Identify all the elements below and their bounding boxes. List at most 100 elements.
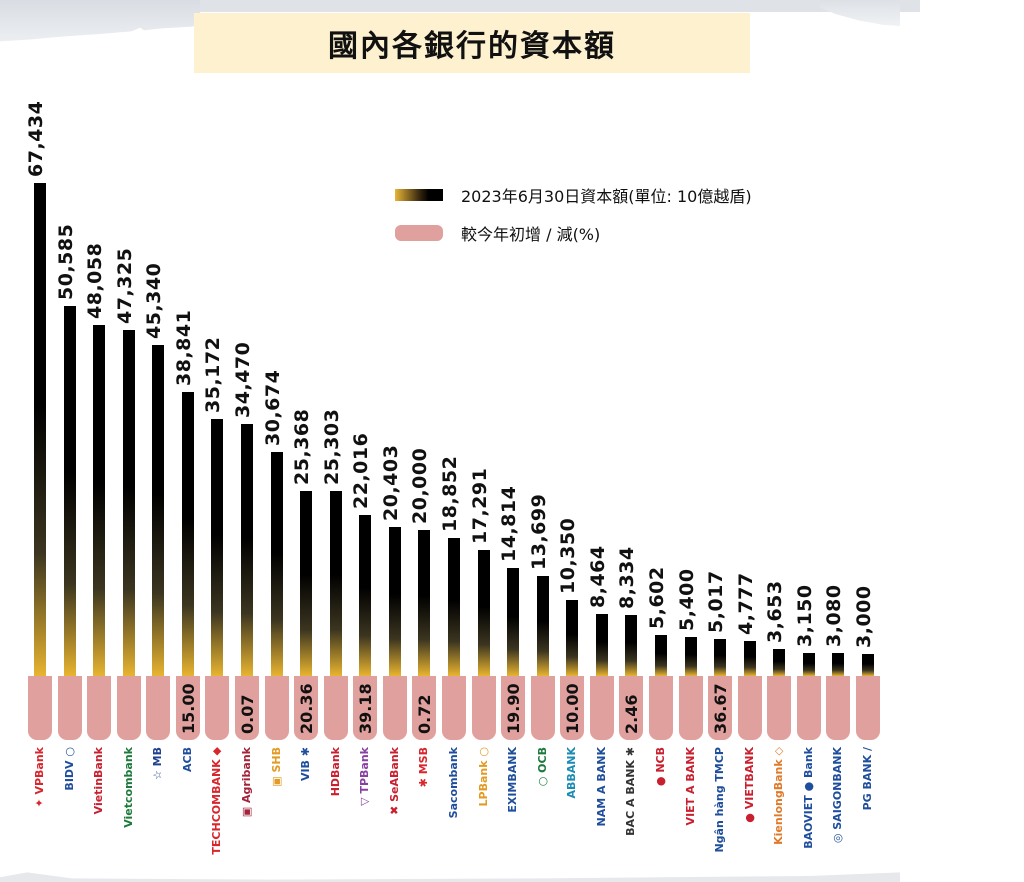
- bank-logo-agribank: ▣ Agribank: [239, 747, 253, 818]
- change-percent-label: 36.67: [711, 683, 731, 734]
- capital-bar: [684, 637, 697, 676]
- change-pill: 36.67: [708, 676, 733, 740]
- capital-value-label: 20,403: [379, 444, 402, 521]
- change-percent-label: 0.07: [237, 694, 257, 734]
- bank-logo-eximbank: EXIMBANK: [506, 747, 520, 813]
- change-pill: [441, 676, 466, 740]
- gradient-bar-swatch-icon: [395, 189, 443, 201]
- capital-bar: [270, 452, 283, 676]
- capital-value-label: 50,585: [54, 223, 77, 300]
- capital-bar: [832, 653, 845, 676]
- change-pill: [589, 676, 614, 740]
- bank-logo-saigonbank: ◎ SAIGONBANK: [831, 747, 845, 844]
- capital-bar: [34, 183, 46, 676]
- change-pill: [205, 676, 230, 740]
- torn-paper-top: [190, 0, 920, 12]
- bank-logo-acb: ACB: [180, 747, 194, 772]
- bank-logo-mb: ☆ MB: [151, 747, 165, 781]
- bank-logo-techcombank: TECHCOMBANK ◆: [210, 747, 224, 855]
- bank-logo-vib: VIB ✱: [299, 747, 313, 782]
- bank-logo-ncb: ● NCB: [653, 747, 667, 787]
- capital-bar: [743, 641, 756, 676]
- capital-value-label: 25,368: [291, 408, 314, 485]
- bank-logo-pg-bank: PG BANK /: [860, 747, 874, 811]
- capital-bar: [714, 639, 727, 676]
- change-percent-label: 0.72: [415, 694, 435, 734]
- change-pill: [826, 676, 851, 740]
- capital-bar: [536, 576, 549, 676]
- change-pill: 10.00: [560, 676, 585, 740]
- bar-column: 5,400 VIET A BANK: [676, 0, 704, 882]
- capital-value-label: 47,325: [113, 247, 136, 324]
- change-percent-label: 39.18: [356, 683, 376, 734]
- bar-column: 3,653 KienlongBank ◇: [764, 0, 792, 882]
- change-pill: 19.90: [501, 676, 526, 740]
- capital-bar: [447, 538, 460, 676]
- capital-value-label: 13,699: [527, 493, 550, 570]
- change-pill: [57, 676, 82, 740]
- capital-value-label: 17,291: [468, 467, 491, 544]
- change-pill: [146, 676, 171, 740]
- bar-column: 20,000 0.72 ✱ MSB: [409, 0, 437, 882]
- capital-value-label: 10,350: [557, 517, 580, 594]
- change-percent-label: 2.46: [622, 694, 642, 734]
- bar-column: 48,058 VietinBank: [84, 0, 112, 882]
- bank-logo-seabank: ✖ SeABank: [387, 747, 401, 815]
- change-pill: [116, 676, 141, 740]
- bank-logo-vietbank: ● VIETBANK: [742, 747, 756, 823]
- change-pill: [87, 676, 112, 740]
- capital-bar: [63, 306, 76, 676]
- change-pill: [796, 676, 821, 740]
- capital-value-label: 3,000: [852, 585, 875, 648]
- bank-logo-baoviet-bank: BAOVIET ● Bank: [801, 747, 815, 849]
- bank-logo-nam-a-bank: NAM A BANK: [594, 747, 608, 827]
- capital-value-label: 8,334: [616, 546, 639, 609]
- bank-logo-bac-a-bank: BAC A BANK ✱: [624, 747, 638, 836]
- capital-value-label: 34,470: [231, 341, 254, 418]
- capital-value-label: 38,841: [172, 309, 195, 386]
- capital-bar: [861, 654, 874, 676]
- capital-bar: [418, 530, 431, 676]
- bar-column: 34,470 0.07 ▣ Agribank: [231, 0, 260, 882]
- capital-value-label: 35,172: [202, 336, 225, 413]
- bank-logo-ocb: ○ OCB: [535, 747, 549, 787]
- capital-bar: [595, 614, 608, 676]
- capital-bar: [654, 635, 667, 676]
- change-pill: 15.00: [175, 676, 200, 740]
- bar-column: 18,852 Sacombank: [438, 0, 467, 882]
- bar-column: 22,016 39.18 ▽ TPBank: [350, 0, 378, 882]
- capital-value-label: 48,058: [84, 242, 107, 319]
- bar-column: 25,303 HDBank: [321, 0, 349, 882]
- bank-logo-viet-a-bank: VIET A BANK: [683, 747, 697, 826]
- change-pill: 2.46: [619, 676, 644, 740]
- change-pill: [28, 676, 52, 740]
- legend-item-change: 較今年初增 / 減(%): [395, 214, 752, 252]
- bar-column: 5,602 ● NCB: [645, 0, 674, 882]
- capital-value-label: 20,000: [409, 447, 432, 524]
- capital-bar: [240, 424, 253, 676]
- capital-value-label: 8,464: [586, 545, 609, 608]
- capital-value-label: 18,852: [438, 455, 461, 532]
- change-pill: [382, 676, 407, 740]
- capital-value-label: 5,602: [645, 566, 668, 629]
- bar-column: 67,434 ✦ VPBank: [25, 0, 53, 882]
- change-pill: 20.36: [294, 676, 319, 740]
- capital-value-label: 30,674: [261, 369, 284, 446]
- legend-label-capital: 2023年6月30日資本額(單位: 10億越盾): [461, 187, 752, 206]
- bar-column: 35,172 TECHCOMBANK ◆: [202, 0, 230, 882]
- change-pill: [737, 676, 762, 740]
- capital-value-label: 67,434: [25, 100, 47, 177]
- bank-logo-sacombank: Sacombank: [446, 747, 460, 819]
- change-pill: [471, 676, 496, 740]
- legend: 2023年6月30日資本額(單位: 10億越盾) 較今年初增 / 減(%): [395, 176, 752, 252]
- capital-bar: [122, 330, 135, 676]
- change-percent-label: 15.00: [178, 683, 198, 734]
- capital-bar: [152, 345, 165, 676]
- change-pill: [264, 676, 289, 740]
- bank-logo-tpbank: ▽ TPBank: [358, 747, 372, 806]
- pink-swatch-icon: [395, 225, 443, 241]
- change-pill: [648, 676, 673, 740]
- bar-column: 14,814 19.90 EXIMBANK: [498, 0, 526, 882]
- bar-column: 30,674 ▣ SHB: [261, 0, 290, 882]
- capital-value-label: 22,016: [350, 432, 373, 509]
